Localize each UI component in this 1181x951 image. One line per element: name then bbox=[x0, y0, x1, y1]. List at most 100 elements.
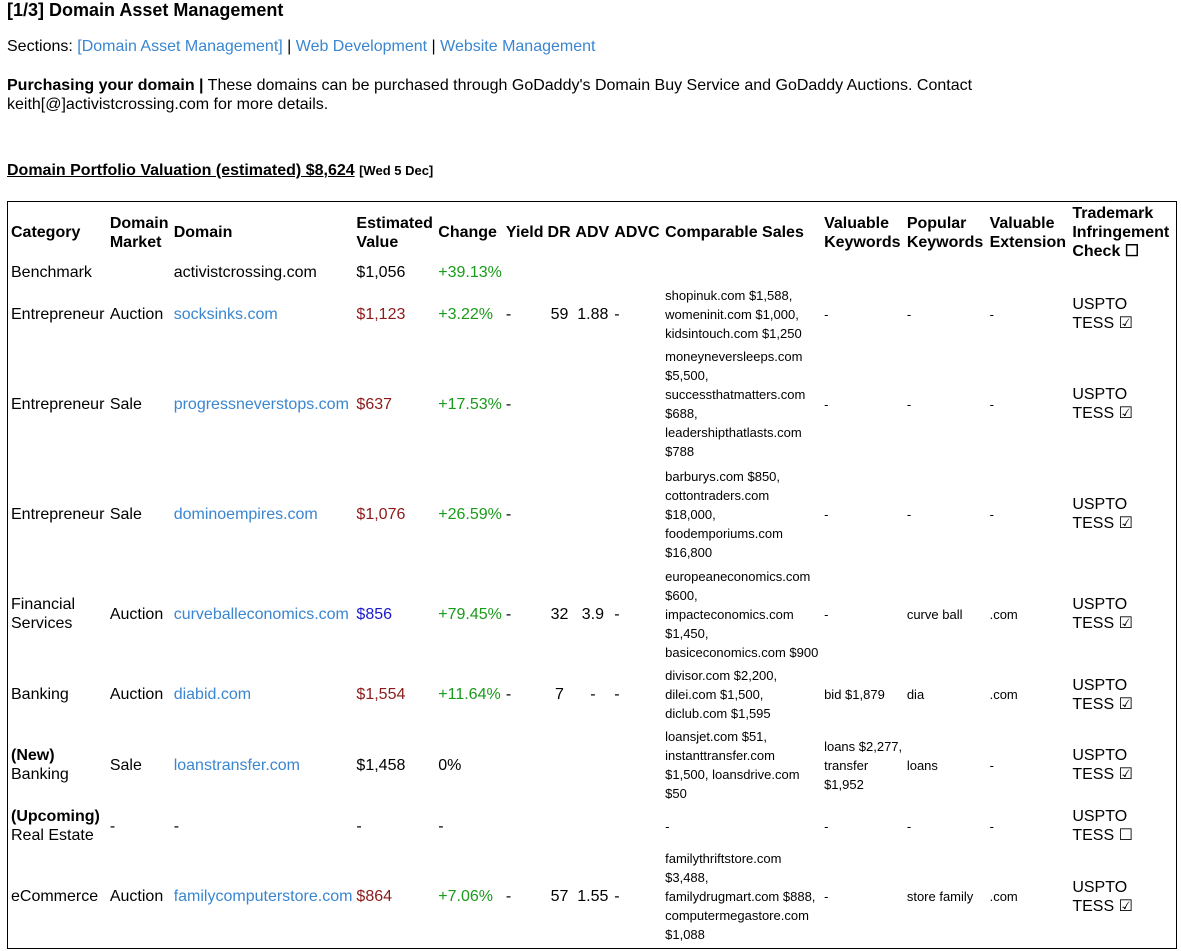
cell-advc: - bbox=[613, 848, 662, 946]
domain-link[interactable]: diabid.com bbox=[173, 686, 252, 704]
table-header-row: Category Domain Market Domain Estimated … bbox=[10, 204, 1174, 261]
cell-popular-keywords: - bbox=[906, 465, 987, 563]
cell-adv: 1.88 bbox=[574, 285, 611, 344]
cell-advc-value: - bbox=[614, 888, 620, 906]
popular-keywords-text: curve ball bbox=[906, 606, 963, 622]
change-value: +39.13% bbox=[438, 264, 502, 282]
valuable-keywords-text: - bbox=[824, 889, 829, 905]
table-row: (Upcoming) Real Estate - - - - - - - - USPTO TESS … bbox=[10, 807, 1174, 846]
cell-category: Banking bbox=[10, 665, 107, 724]
cell-trademark-check[interactable]: USPTO TESS ☑ bbox=[1071, 345, 1174, 463]
cell-estimated-value: $1,076 bbox=[355, 465, 435, 563]
trademark-check-text[interactable]: USPTO TESS ☑ bbox=[1072, 386, 1133, 423]
cell-trademark-check[interactable]: USPTO TESS ☐ bbox=[1071, 807, 1174, 846]
trademark-check-text[interactable]: USPTO TESS ☑ bbox=[1072, 296, 1133, 333]
cell-valuable-extension: - bbox=[989, 285, 1070, 344]
cell-advc bbox=[613, 726, 662, 804]
sections-label: Sections: bbox=[7, 38, 73, 55]
estimated-value: $1,076 bbox=[356, 505, 406, 523]
domain-market-value: - bbox=[109, 817, 116, 835]
change-value: 0% bbox=[438, 756, 462, 774]
cell-adv bbox=[574, 807, 611, 846]
domain-link[interactable]: socksinks.com bbox=[173, 305, 278, 323]
cell-domain[interactable]: progressneverstops.com bbox=[173, 345, 354, 463]
cell-domain-market bbox=[109, 263, 171, 283]
cell-domain[interactable]: dominoempires.com bbox=[173, 465, 354, 563]
cell-change: - bbox=[437, 807, 503, 846]
cell-dr-value: 7 bbox=[555, 686, 564, 704]
domain-link[interactable]: loanstransfer.com bbox=[173, 756, 300, 774]
page-title: [1/3] Domain Asset Management bbox=[7, 0, 284, 20]
domain-link[interactable]: progressneverstops.com bbox=[173, 395, 349, 413]
domain-portfolio-table: Category Domain Market Domain Estimated … bbox=[7, 201, 1177, 949]
cell-trademark-check[interactable]: USPTO TESS ☑ bbox=[1071, 726, 1174, 804]
trademark-check-text[interactable]: USPTO TESS ☑ bbox=[1072, 676, 1133, 713]
trademark-check-text[interactable]: USPTO TESS ☑ bbox=[1072, 878, 1133, 915]
cell-valuable-extension: - bbox=[989, 807, 1070, 846]
section-separator: | bbox=[427, 38, 441, 55]
cell-domain[interactable]: socksinks.com bbox=[173, 285, 354, 344]
cell-valuable-extension: - bbox=[989, 726, 1070, 804]
cell-valuable-keywords: - bbox=[823, 807, 904, 846]
cell-valuable-extension: .com bbox=[989, 848, 1070, 946]
domain-market-value: Sale bbox=[109, 505, 142, 523]
sections-nav: Sections: [Domain Asset Management] | We… bbox=[7, 38, 595, 56]
cell-adv bbox=[574, 726, 611, 804]
cell-change: +11.64% bbox=[437, 665, 503, 724]
cell-trademark-check[interactable]: USPTO TESS ☑ bbox=[1071, 665, 1174, 724]
cell-change: 0% bbox=[437, 726, 503, 804]
cell-domain-market: Auction bbox=[109, 848, 171, 946]
cell-comparable-sales: shopinuk.com $1,588, womeninit.com $1,00… bbox=[664, 285, 821, 344]
cell-category: (Upcoming) Real Estate bbox=[10, 807, 107, 846]
cell-domain[interactable]: curveballeconomics.com bbox=[173, 565, 354, 663]
change-value: +26.59% bbox=[438, 505, 502, 523]
cell-domain[interactable]: loanstransfer.com bbox=[173, 726, 354, 804]
cell-yield-value: - bbox=[505, 505, 512, 523]
section-link-website-management[interactable]: Website Management bbox=[440, 38, 596, 55]
cell-valuable-keywords: loans $2,277, transfer $1,952 bbox=[823, 726, 904, 804]
cell-valuable-extension: - bbox=[989, 465, 1070, 563]
cell-change: +39.13% bbox=[437, 263, 503, 283]
comparable-sales-text: europeaneconomics.com $600, impacteconom… bbox=[665, 568, 819, 660]
header-trademark-check[interactable]: Trademark Infringement Check ☐ bbox=[1072, 205, 1170, 260]
cell-comparable-sales: barburys.com $850, cottontraders.com $18… bbox=[664, 465, 821, 563]
cell-category: Benchmark bbox=[10, 263, 107, 283]
domain-link[interactable]: dominoempires.com bbox=[173, 505, 318, 523]
trademark-check-text[interactable]: USPTO TESS ☐ bbox=[1072, 808, 1133, 845]
cell-trademark-check[interactable]: USPTO TESS ☑ bbox=[1071, 848, 1174, 946]
cell-trademark-check[interactable]: USPTO TESS ☑ bbox=[1071, 285, 1174, 344]
cell-domain[interactable]: familycomputerstore.com bbox=[173, 848, 354, 946]
section-link-web-development[interactable]: Web Development bbox=[295, 38, 428, 55]
header-domain: Domain bbox=[173, 224, 233, 241]
popular-keywords-text: - bbox=[906, 306, 912, 322]
cell-dr: 7 bbox=[547, 665, 573, 724]
change-value: +79.45% bbox=[438, 605, 502, 623]
cell-valuable-keywords: - bbox=[823, 465, 904, 563]
section-link-domain-asset-management[interactable]: [Domain Asset Management] bbox=[77, 38, 283, 55]
domain-link[interactable]: familycomputerstore.com bbox=[173, 888, 353, 906]
cell-comparable-sales: divisor.com $2,200, dilei.com $1,500, di… bbox=[664, 665, 821, 724]
valuable-keywords-text: - bbox=[824, 606, 829, 622]
trademark-check-text[interactable]: USPTO TESS ☑ bbox=[1072, 496, 1133, 533]
cell-valuable-extension: .com bbox=[989, 565, 1070, 663]
cell-valuable-keywords: - bbox=[823, 848, 904, 946]
cell-dr bbox=[547, 807, 573, 846]
trademark-check-text[interactable]: USPTO TESS ☑ bbox=[1072, 747, 1133, 784]
trademark-check-text[interactable]: USPTO TESS ☑ bbox=[1072, 596, 1133, 633]
cell-valuable-keywords: - bbox=[823, 345, 904, 463]
cell-estimated-value: $1,458 bbox=[355, 726, 435, 804]
cell-dr: 57 bbox=[547, 848, 573, 946]
cell-domain[interactable]: diabid.com bbox=[173, 665, 354, 724]
cell-advc bbox=[613, 263, 662, 283]
cell-advc-value: - bbox=[614, 605, 620, 623]
cell-advc bbox=[613, 465, 662, 563]
cell-trademark-check[interactable]: USPTO TESS ☑ bbox=[1071, 565, 1174, 663]
category-label: Entrepreneur bbox=[11, 305, 105, 323]
cell-trademark-check[interactable]: USPTO TESS ☑ bbox=[1071, 465, 1174, 563]
domain-link[interactable]: curveballeconomics.com bbox=[173, 605, 349, 623]
cell-yield: - bbox=[505, 848, 545, 946]
cell-yield-value: - bbox=[505, 395, 512, 413]
cell-change: +3.22% bbox=[437, 285, 503, 344]
cell-dr: 32 bbox=[547, 565, 573, 663]
popular-keywords-text: store family bbox=[906, 889, 974, 905]
